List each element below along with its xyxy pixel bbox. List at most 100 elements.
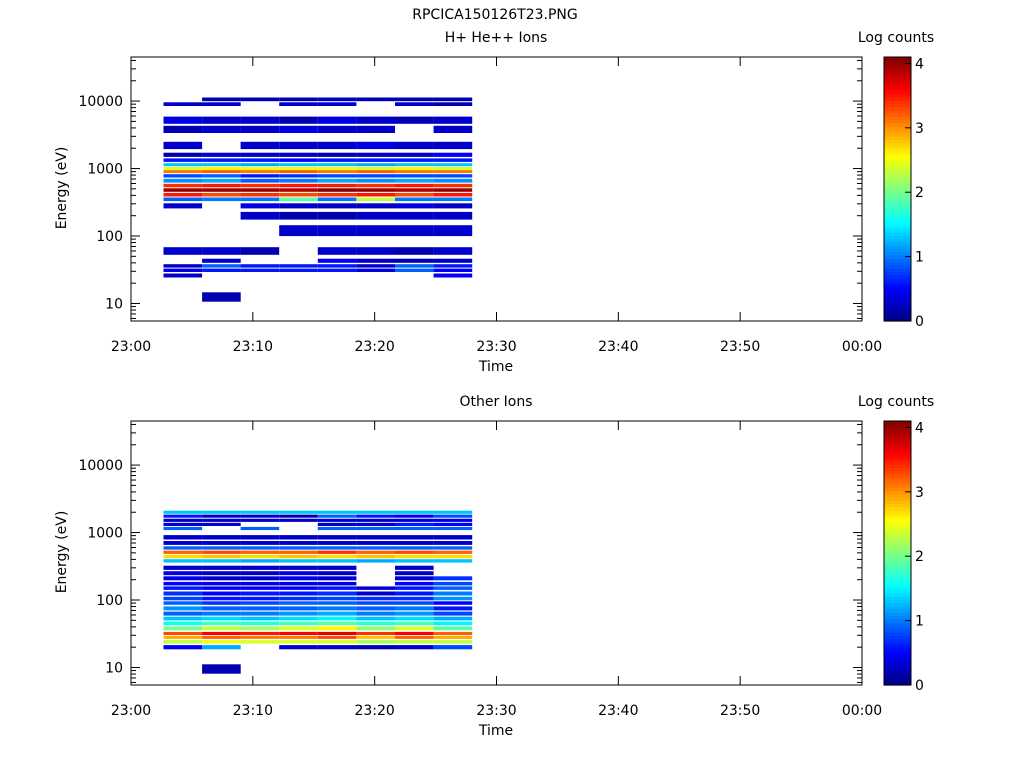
heatmap-cell [317, 247, 357, 255]
colorbar-swatch [884, 543, 911, 547]
x-tick-label: 00:00 [842, 703, 882, 719]
heatmap-cell [202, 554, 241, 559]
heatmap-cell [279, 554, 318, 559]
heatmap-cell [240, 635, 280, 639]
heatmap-cell [433, 626, 473, 631]
heatmap-cell [240, 518, 280, 522]
heatmap-cell [202, 268, 241, 272]
x-axis: 23:00 23:10 23:20 23:30 23:40 23:50 00:00 [111, 421, 882, 719]
x-axis-label: Time [478, 723, 513, 739]
heatmap-cell [395, 576, 434, 581]
heatmap-cell [202, 631, 241, 635]
colorbar-swatch [884, 245, 911, 249]
heatmap-cell [317, 197, 357, 202]
heatmap-cell [433, 211, 473, 220]
y-tick-label: 1000 [87, 526, 123, 542]
colorbar-swatch [884, 261, 911, 266]
heatmap-cell [317, 606, 357, 611]
colorbar-swatch [884, 182, 911, 187]
heatmap-cell [202, 163, 241, 167]
heatmap-cell [433, 541, 473, 545]
heatmap-cell [317, 626, 357, 631]
colorbar-swatch [884, 113, 911, 117]
heatmap-cell [395, 554, 434, 559]
heatmap-cell [163, 197, 203, 202]
colorbar: 0 1 2 3 4 [883, 56, 924, 330]
colorbar-swatch [884, 556, 911, 561]
heatmap-cell [356, 141, 395, 150]
colorbar-tick-label: 0 [915, 678, 924, 694]
colorbar-tick-label: 4 [915, 420, 924, 436]
x-tick-label: 23:40 [598, 339, 638, 355]
colorbar-swatch [884, 487, 911, 491]
y-tick-label: 10 [105, 296, 123, 312]
panel-title: H+ He++ Ions [445, 30, 548, 46]
heatmap-cell [356, 152, 395, 157]
heatmap-cell [279, 626, 318, 631]
heatmap-cell [279, 116, 318, 124]
y-axis-label: Energy (eV) [54, 147, 70, 230]
heatmap-cell [163, 273, 203, 278]
heatmap-cell [433, 247, 473, 255]
colorbar-swatch [884, 165, 911, 170]
heatmap-cell [395, 116, 434, 124]
heatmap-cell [279, 158, 318, 162]
heatmap-cell [433, 225, 473, 237]
colorbar-swatch [884, 675, 911, 679]
heatmap-cell [395, 197, 434, 202]
heatmap-cell [163, 514, 203, 518]
heatmap-cell [163, 188, 203, 192]
colorbar-tick-label: 3 [915, 121, 924, 137]
heatmap-cell [279, 203, 318, 209]
heatmap-cell [317, 640, 357, 644]
colorbar-swatch [884, 470, 911, 475]
colorbar-swatch [884, 156, 911, 160]
heatmap-cell [433, 268, 473, 272]
heatmap-cell [433, 522, 473, 526]
colorbar-swatch [884, 510, 911, 514]
heatmap-cell [433, 158, 473, 162]
heatmap-cell [317, 258, 357, 263]
colorbar-swatch [884, 549, 911, 554]
heatmap-cell [317, 601, 357, 605]
colorbar-swatch [884, 73, 911, 78]
heatmap-cell [202, 192, 241, 197]
heatmap-cell [240, 264, 280, 268]
heatmap-cell [317, 116, 357, 124]
colorbar-swatch [884, 228, 911, 233]
heatmap-cell [317, 125, 357, 133]
figure-title: RPCICA150126T23.PNG [412, 7, 577, 23]
colorbar-swatch [884, 536, 911, 541]
heatmap-cell [433, 510, 473, 514]
heatmap-cell [163, 640, 203, 644]
heatmap-cell [279, 518, 318, 522]
heatmap-cell [163, 152, 203, 157]
colorbar-swatch [884, 136, 911, 141]
heatmap-cell [202, 546, 241, 550]
heatmap-cell [240, 167, 280, 170]
y-tick-label: 10 [105, 660, 123, 676]
heatmap-cell [317, 163, 357, 167]
heatmap-cell [433, 645, 473, 650]
heatmap-cell [433, 550, 473, 554]
colorbar-frame [883, 420, 912, 686]
heatmap-cell [395, 645, 434, 650]
heatmap-cell [279, 188, 318, 192]
heatmap-cell [317, 510, 357, 514]
heatmap-cell [395, 571, 434, 576]
heatmap-cell [202, 581, 241, 586]
heatmap-cell [279, 546, 318, 550]
heatmap-cell [202, 247, 241, 255]
heatmap-cell [317, 550, 357, 554]
heatmap-cell [163, 178, 203, 183]
heatmap-cell [356, 535, 395, 540]
heatmap-cell [202, 550, 241, 554]
heatmap-cell [433, 183, 473, 188]
heatmap-cell [240, 183, 280, 188]
colorbar-swatch [884, 146, 911, 150]
heatmap-cell [433, 170, 473, 174]
heatmap-cell [279, 163, 318, 167]
heatmap-cell [163, 541, 203, 545]
heatmap-cell [202, 640, 241, 644]
heatmap-cell [395, 559, 434, 563]
